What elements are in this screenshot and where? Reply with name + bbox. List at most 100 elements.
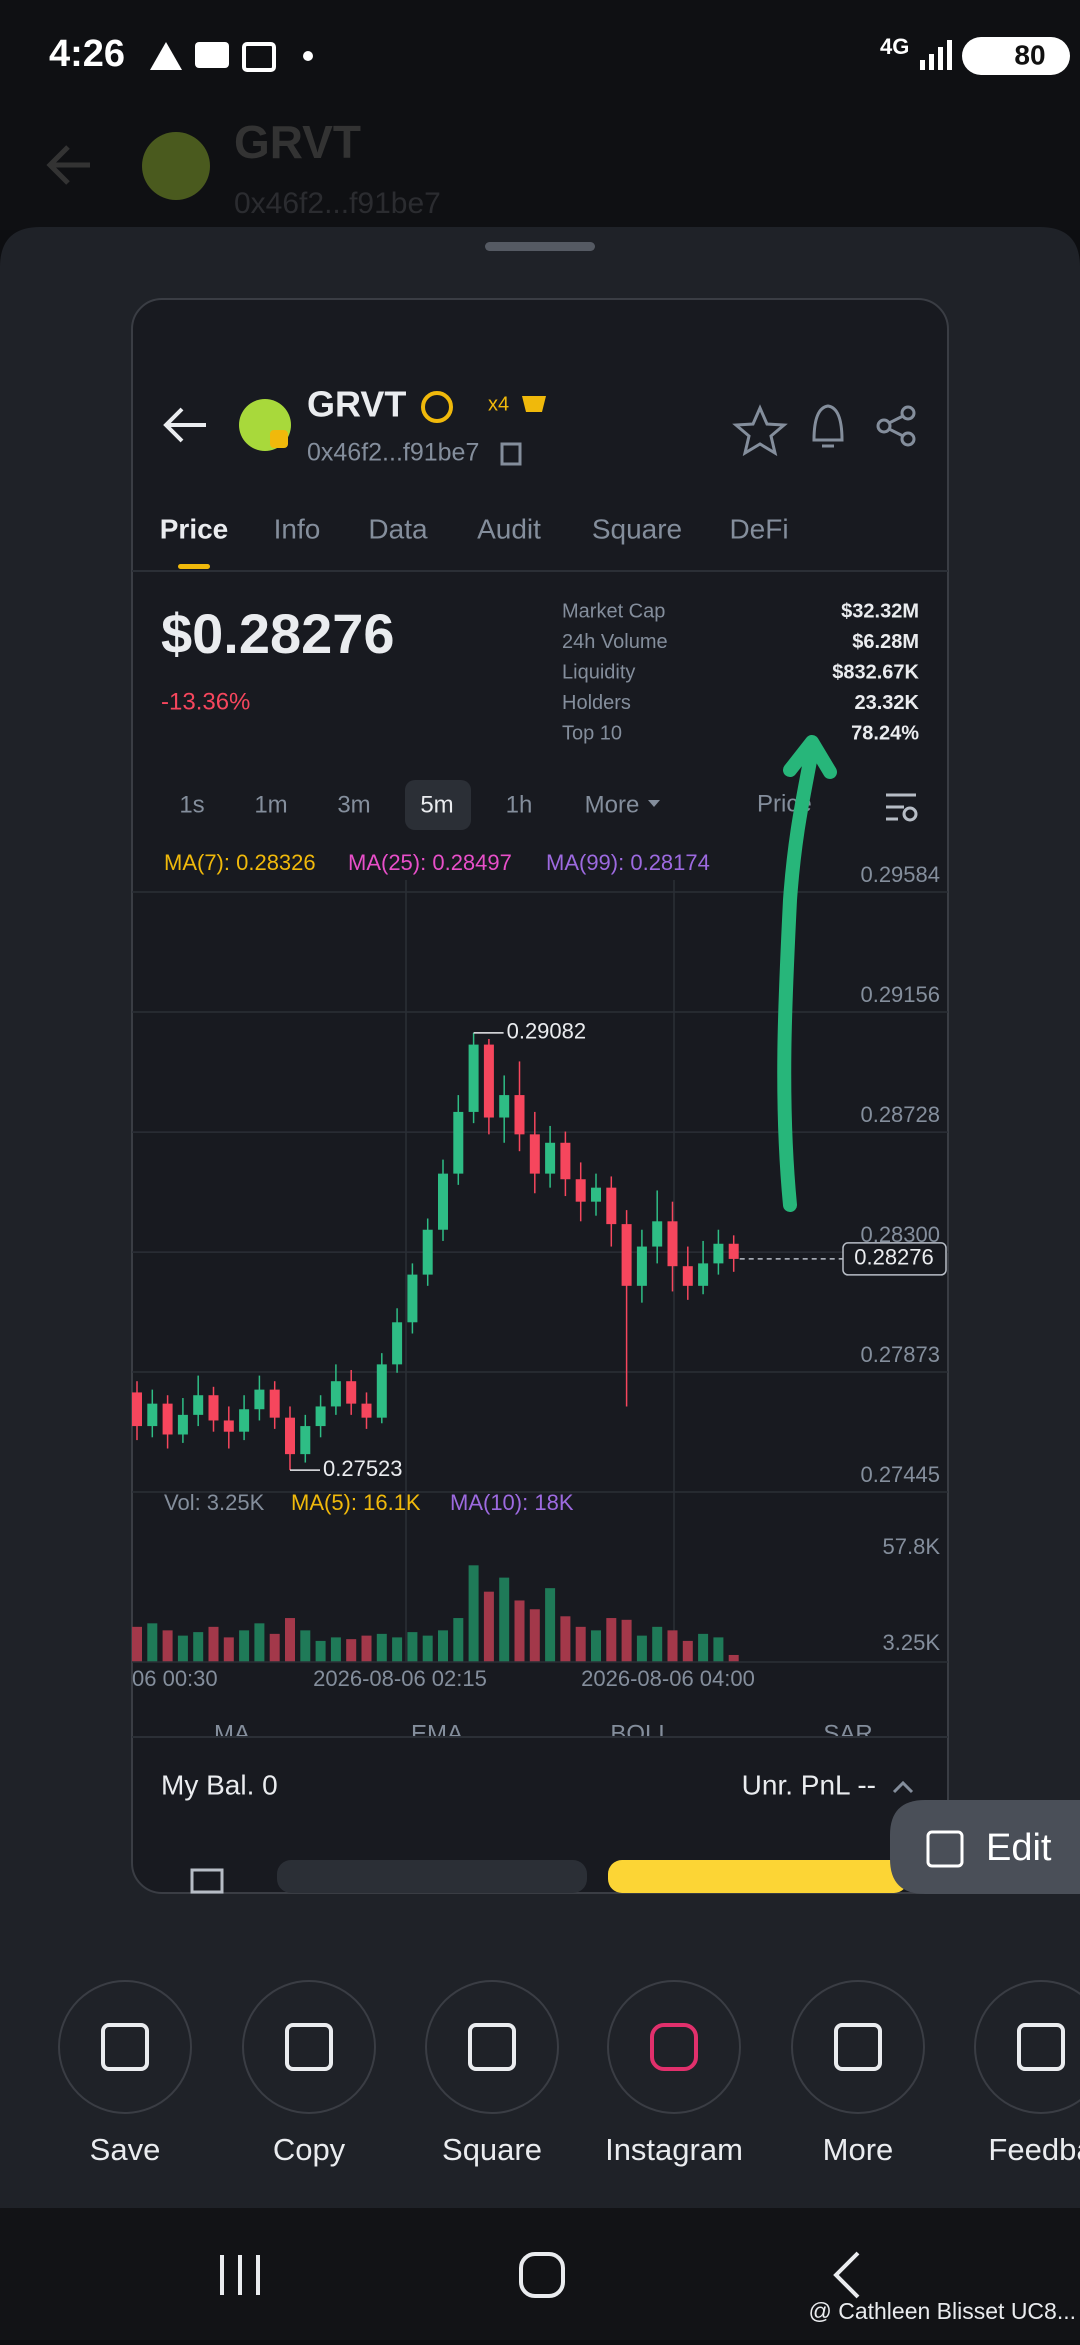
share-label[interactable]: Square (442, 2132, 542, 2167)
star-icon[interactable] (732, 404, 788, 457)
volume-bar (162, 1630, 173, 1662)
bg-address: 0x46f2...f91be7 (234, 187, 441, 220)
calendar-icon (242, 42, 276, 72)
share-icon[interactable] (876, 405, 916, 447)
volume-legend: MA(10): 18K (450, 1490, 574, 1515)
stat-value: 78.24% (851, 722, 919, 744)
volume-bar (606, 1618, 617, 1662)
share-icon (468, 2023, 516, 2071)
battery-level: 80 (1014, 39, 1045, 70)
share-button[interactable] (425, 1980, 559, 2114)
share-label[interactable]: More (823, 2132, 894, 2167)
annotation-arrow (777, 735, 837, 1212)
warning-icon (150, 42, 182, 70)
candle-body (438, 1173, 448, 1230)
interval-active-bg (405, 780, 471, 830)
sell-button[interactable] (277, 1860, 587, 1893)
price-tick-label: 0.29156 (860, 982, 940, 1007)
share-label[interactable]: Copy (273, 2132, 346, 2167)
volume-tick-label: 57.8K (883, 1534, 941, 1559)
candle-body (468, 1044, 479, 1112)
candle-body (453, 1111, 464, 1174)
tab[interactable]: Info (274, 513, 321, 544)
battery-pill (962, 37, 1070, 75)
candle-body (728, 1243, 739, 1259)
candle-body (239, 1409, 250, 1432)
volume-bar (193, 1632, 204, 1662)
stat-label: Liquidity (562, 661, 635, 683)
candle-body (269, 1389, 280, 1418)
candle-body (162, 1403, 173, 1435)
volume-bar (346, 1639, 357, 1662)
back-button[interactable] (833, 2251, 860, 2299)
recents-button[interactable] (220, 2255, 260, 2295)
copy-icon[interactable] (500, 442, 522, 466)
balance: My Bal. 0 (161, 1769, 278, 1800)
share-button[interactable] (242, 1980, 376, 2114)
chevron-icon[interactable] (892, 1780, 914, 1794)
share-button[interactable] (791, 1980, 925, 2114)
interval[interactable]: 1s (179, 791, 204, 818)
interval[interactable]: 1h (506, 791, 533, 818)
volume-bar (698, 1633, 709, 1662)
interval[interactable]: 1m (254, 791, 287, 818)
menu-icon[interactable] (190, 1868, 224, 1894)
share-button[interactable] (607, 1980, 741, 2114)
candle-body (147, 1403, 158, 1427)
share-icon (834, 2023, 882, 2071)
trophy-icon (522, 396, 546, 412)
candle-body (499, 1095, 510, 1118)
indicator-tab[interactable]: SAR (823, 1720, 872, 1747)
share-label[interactable]: Feedba (988, 2132, 1080, 2167)
bell-icon[interactable] (812, 404, 844, 448)
home-button[interactable] (519, 2252, 565, 2298)
tab[interactable]: Data (368, 513, 428, 544)
volume-bar (407, 1632, 418, 1662)
chart-settings-icon[interactable] (886, 793, 918, 822)
candle-body (713, 1243, 724, 1264)
buy-button[interactable] (608, 1860, 908, 1893)
price: $0.28276 (161, 602, 395, 665)
indicator-tab[interactable]: BOLL (610, 1720, 671, 1747)
volume-bar (728, 1654, 739, 1662)
volume-bar (132, 1626, 142, 1662)
low-label: 0.27523 (323, 1456, 403, 1481)
share-button[interactable] (58, 1980, 192, 2114)
tab[interactable]: Square (592, 513, 682, 544)
time-label: 06 00:30 (132, 1666, 218, 1691)
share-label[interactable]: Instagram (605, 2132, 743, 2167)
edit-label[interactable]: Edit (986, 1827, 1052, 1869)
share-label[interactable]: Save (90, 2132, 161, 2167)
candle-body (407, 1274, 418, 1323)
candle-body (560, 1142, 571, 1180)
volume-bar (315, 1640, 326, 1662)
edit-button[interactable] (890, 1800, 1080, 1894)
tab[interactable]: DeFi (729, 513, 788, 544)
candle-body (667, 1221, 678, 1267)
interval[interactable]: More (585, 791, 640, 818)
stat-value: $6.28M (852, 631, 919, 653)
stat-value: 23.32K (855, 692, 920, 714)
price-tick-label: 0.29584 (860, 862, 940, 887)
sheet-handle[interactable] (485, 242, 595, 251)
last-price-label: 0.28276 (854, 1245, 934, 1270)
tab[interactable]: Audit (477, 513, 541, 544)
tab[interactable]: Price (160, 513, 229, 544)
interval[interactable]: 5m (420, 791, 453, 818)
interval[interactable]: 3m (337, 791, 370, 818)
indicator-tab[interactable]: EMA (411, 1720, 463, 1747)
candle-body (636, 1246, 647, 1286)
volume-bar (376, 1633, 387, 1662)
at-icon (421, 391, 453, 423)
watermark: @ Cathleen Blisset UC8... (808, 2298, 1076, 2324)
network-label: 4G (880, 34, 909, 59)
indicator-tab[interactable]: MA (214, 1720, 250, 1747)
back-icon[interactable] (163, 407, 206, 443)
last-price-box (842, 1242, 947, 1276)
bg-title: GRVT (234, 116, 361, 168)
volume-bar (254, 1623, 265, 1662)
time-label: 2026-08-06 02:15 (313, 1666, 487, 1691)
stat-value: $32.32M (841, 600, 919, 622)
share-button[interactable] (974, 1980, 1080, 2114)
message-icon (195, 42, 229, 68)
